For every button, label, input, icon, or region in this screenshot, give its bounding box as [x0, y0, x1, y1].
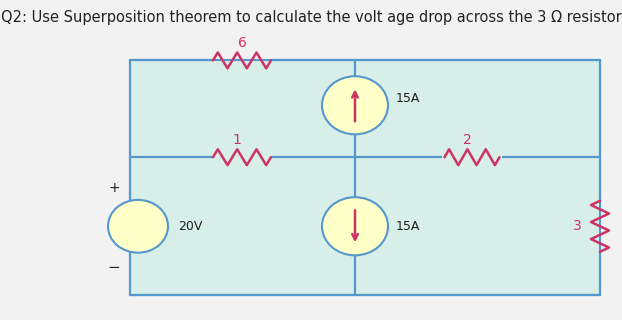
Text: −: −	[108, 260, 121, 275]
Circle shape	[322, 76, 388, 134]
Text: 3: 3	[573, 219, 582, 233]
Text: +: +	[108, 181, 120, 196]
Text: 15A: 15A	[396, 92, 420, 105]
Circle shape	[322, 197, 388, 255]
Text: 20V: 20V	[178, 220, 202, 233]
Text: Q2: Use Superposition theorem to calculate the volt age drop across the 3 Ω resi: Q2: Use Superposition theorem to calcula…	[1, 10, 621, 25]
Circle shape	[108, 200, 168, 253]
Text: 6: 6	[238, 36, 246, 50]
FancyBboxPatch shape	[130, 60, 600, 295]
Text: 1: 1	[233, 132, 241, 147]
Text: 15A: 15A	[396, 220, 420, 233]
Text: 2: 2	[463, 132, 471, 147]
